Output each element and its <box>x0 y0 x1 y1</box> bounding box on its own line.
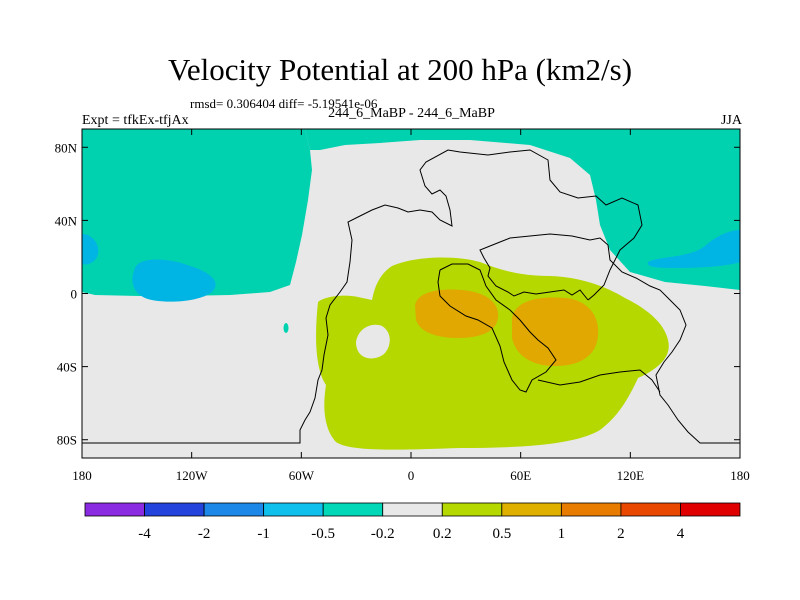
axis-ticks: 180 120W 60W 0 60E 120E 180 80N 40N 0 40S 80S <box>55 129 750 483</box>
lon-tick-label: 120E <box>617 468 645 483</box>
colorbar-swatch <box>560 502 622 517</box>
lon-tick-label: 120W <box>176 468 209 483</box>
colorbar: -4 -2 -1 -0.5 -0.2 0.2 0.5 1 2 4 <box>84 502 741 542</box>
lon-tick-label: 180 <box>730 468 750 483</box>
colorbar-swatch <box>263 502 324 517</box>
colorbar-swatch <box>441 502 503 517</box>
negative-contour-blob-east <box>647 230 740 268</box>
season-label: JJA <box>720 113 742 128</box>
negative-contour-north-east <box>305 129 740 290</box>
colorbar-swatch <box>620 502 681 517</box>
colorbar-label: -4 <box>138 526 151 542</box>
lat-tick-label: 40N <box>55 213 78 228</box>
case-label: 244_6_MaBP - 244_6_MaBP <box>328 106 495 121</box>
colorbar-label: 2 <box>617 526 625 542</box>
lat-tick-label: 80S <box>57 433 77 448</box>
contour-fills <box>82 129 740 458</box>
colorbar-label: -2 <box>198 526 211 542</box>
coastlines <box>82 149 740 444</box>
lat-tick-label: 40S <box>57 360 77 375</box>
colorbar-swatch <box>84 502 145 517</box>
negative-contour-blob-edge-west <box>82 234 99 265</box>
colorbar-label: 1 <box>558 526 566 542</box>
colorbar-swatch <box>501 502 562 517</box>
colorbar-label: -0.2 <box>371 526 395 542</box>
coastline-lower <box>537 369 661 393</box>
positive-contour-peak-east <box>512 297 599 366</box>
colorbar-label: -1 <box>257 526 270 542</box>
negative-contour-north-west <box>82 129 312 296</box>
colorbar-swatch <box>680 502 741 517</box>
coastline-inner-loop <box>437 263 557 393</box>
colorbar-swatch <box>144 502 205 517</box>
colorbar-swatch <box>322 502 384 517</box>
experiment-label: Expt = tfkEx-tfjAx <box>82 113 189 128</box>
negative-contour-blob-west <box>132 259 216 302</box>
lon-tick-label: 60E <box>510 468 531 483</box>
stats-label: rmsd= 0.306404 diff= -5.19541e-06 <box>190 96 378 111</box>
colorbar-label: -0.5 <box>311 526 335 542</box>
neutral-hole <box>356 324 390 359</box>
positive-contour-peak-west <box>415 289 499 338</box>
colorbar-label: 0.2 <box>433 526 452 542</box>
lon-tick-label: 60W <box>289 468 315 483</box>
coastline-africa-eurasia <box>479 233 740 444</box>
colorbar-swatch <box>203 502 265 517</box>
lon-tick-label: 0 <box>408 468 415 483</box>
coastline-americas <box>82 149 643 444</box>
colorbar-swatch <box>382 502 443 517</box>
lat-tick-label: 80N <box>55 140 78 155</box>
chart-title: Velocity Potential at 200 hPa (km2/s) <box>167 52 633 87</box>
negative-contour-dot <box>283 323 289 333</box>
colorbar-label: 4 <box>677 526 685 542</box>
lat-tick-label: 0 <box>71 287 78 302</box>
lon-tick-label: 180 <box>72 468 92 483</box>
colorbar-label: 0.5 <box>492 526 511 542</box>
